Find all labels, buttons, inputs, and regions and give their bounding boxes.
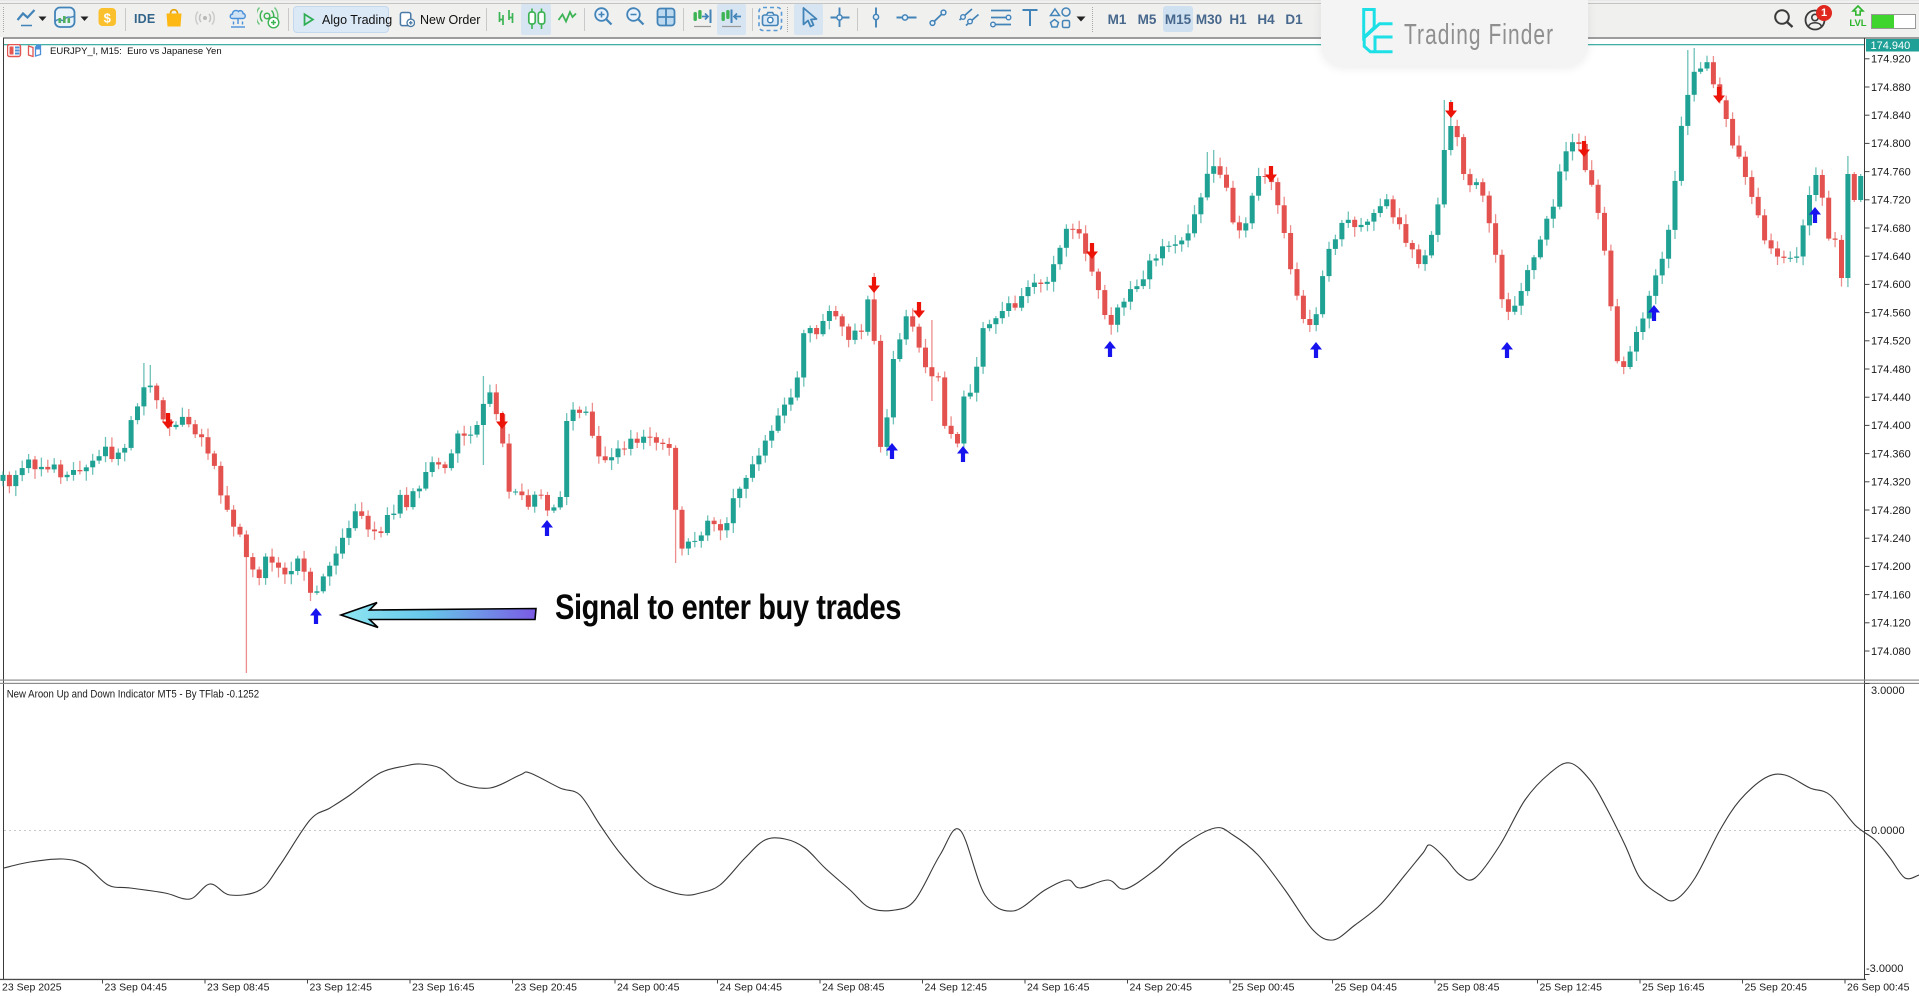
svg-text:23 Sep 20:45: 23 Sep 20:45 [515, 982, 578, 994]
svg-text:174.560: 174.560 [1871, 307, 1911, 319]
svg-text:174.280: 174.280 [1871, 505, 1911, 517]
svg-text:25 Sep 20:45: 25 Sep 20:45 [1745, 982, 1808, 994]
svg-text:New Aroon Up and Down Indicato: New Aroon Up and Down Indicator MT5 - By… [7, 688, 260, 701]
svg-text:-3.0000: -3.0000 [1866, 963, 1903, 975]
svg-text:25 Sep 16:45: 25 Sep 16:45 [1642, 982, 1705, 994]
svg-text:24 Sep 20:45: 24 Sep 20:45 [1130, 982, 1193, 994]
svg-text:174.720: 174.720 [1871, 195, 1911, 207]
svg-text:174.520: 174.520 [1871, 336, 1911, 348]
svg-text:24 Sep 00:45: 24 Sep 00:45 [617, 982, 680, 994]
svg-text:23 Sep 08:45: 23 Sep 08:45 [207, 982, 270, 994]
svg-text:23 Sep 2025: 23 Sep 2025 [2, 982, 62, 994]
svg-text:174.160: 174.160 [1871, 589, 1911, 601]
svg-text:24 Sep 08:45: 24 Sep 08:45 [822, 982, 885, 994]
svg-text:$: $ [104, 11, 112, 26]
svg-text:174.400: 174.400 [1871, 420, 1911, 432]
svg-text:23 Sep 04:45: 23 Sep 04:45 [105, 982, 168, 994]
svg-text:174.600: 174.600 [1871, 279, 1911, 291]
svg-text:174.120: 174.120 [1871, 618, 1911, 630]
svg-text:174.240: 174.240 [1871, 533, 1911, 545]
svg-text:25 Sep 00:45: 25 Sep 00:45 [1232, 982, 1295, 994]
svg-text:174.200: 174.200 [1871, 561, 1911, 573]
svg-text:174.640: 174.640 [1871, 251, 1911, 263]
svg-text:24 Sep 16:45: 24 Sep 16:45 [1027, 982, 1090, 994]
svg-text:3.0000: 3.0000 [1871, 685, 1905, 697]
svg-text:174.880: 174.880 [1871, 82, 1911, 94]
svg-text:174.760: 174.760 [1871, 166, 1911, 178]
svg-text:24 Sep 12:45: 24 Sep 12:45 [925, 982, 988, 994]
svg-text:26 Sep 00:45: 26 Sep 00:45 [1847, 982, 1910, 994]
svg-text:174.840: 174.840 [1871, 110, 1911, 122]
svg-text:23 Sep 16:45: 23 Sep 16:45 [412, 982, 475, 994]
svg-text:174.440: 174.440 [1871, 392, 1911, 404]
svg-text:174.680: 174.680 [1871, 223, 1911, 235]
svg-text:23 Sep 12:45: 23 Sep 12:45 [310, 982, 373, 994]
svg-text:174.320: 174.320 [1871, 477, 1911, 489]
svg-text:174.940: 174.940 [1871, 40, 1911, 52]
svg-text:LVL: LVL [1849, 18, 1866, 29]
svg-text:174.800: 174.800 [1871, 138, 1911, 150]
svg-text:174.480: 174.480 [1871, 364, 1911, 376]
svg-text:25 Sep 04:45: 25 Sep 04:45 [1335, 982, 1398, 994]
svg-text:25 Sep 08:45: 25 Sep 08:45 [1437, 982, 1500, 994]
svg-text:24 Sep 04:45: 24 Sep 04:45 [720, 982, 783, 994]
svg-text:174.080: 174.080 [1871, 646, 1911, 658]
svg-text:0.0000: 0.0000 [1871, 825, 1905, 837]
svg-text:174.920: 174.920 [1871, 54, 1911, 66]
svg-text:25 Sep 12:45: 25 Sep 12:45 [1540, 982, 1603, 994]
svg-text:174.360: 174.360 [1871, 448, 1911, 460]
